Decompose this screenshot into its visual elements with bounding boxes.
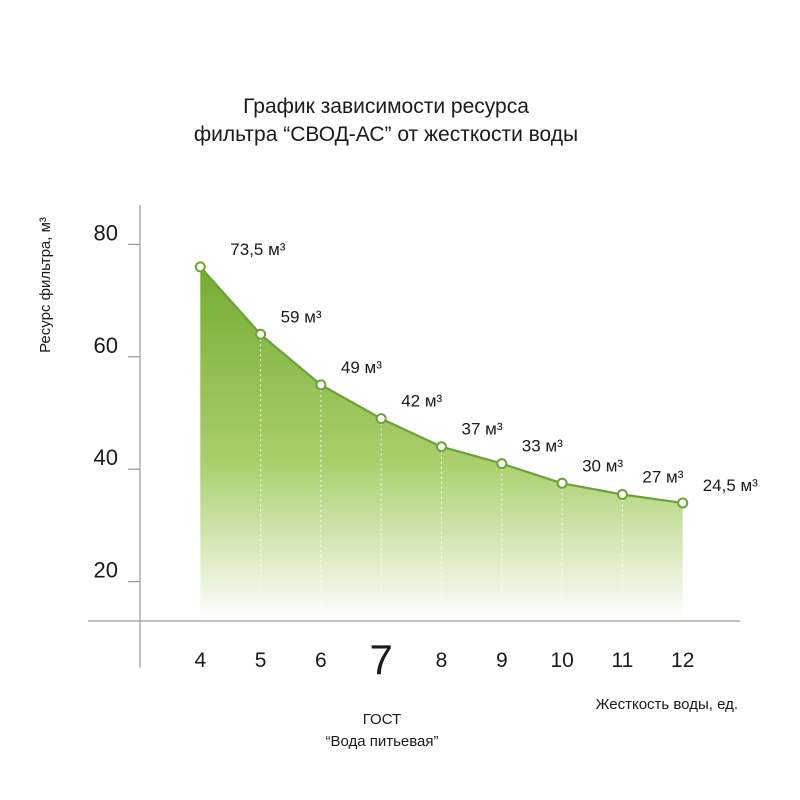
data-label: 73,5 м³ bbox=[230, 240, 285, 259]
x-tick-label: 12 bbox=[671, 649, 694, 672]
y-tick-label: 80 bbox=[94, 220, 118, 245]
chart-title-line-1: График зависимости ресурса bbox=[243, 95, 529, 118]
data-point bbox=[616, 489, 628, 501]
data-points bbox=[194, 261, 689, 509]
data-label: 59 м³ bbox=[281, 307, 322, 326]
x-tick-label: 5 bbox=[255, 649, 267, 672]
y-tick-label: 40 bbox=[94, 445, 118, 470]
data-label: 30 м³ bbox=[582, 456, 623, 475]
gost-note-line-2: “Вода питьевая” bbox=[325, 733, 438, 750]
x-tick-label: 10 bbox=[550, 649, 573, 672]
area-layer bbox=[200, 266, 683, 621]
y-ticks: 80 60 40 20 bbox=[94, 220, 140, 583]
y-tick-label: 20 bbox=[94, 558, 118, 583]
data-label: 27 м³ bbox=[642, 468, 683, 487]
area-fill bbox=[200, 266, 683, 621]
data-point bbox=[194, 261, 206, 273]
x-tick-label: 7 bbox=[370, 636, 393, 683]
data-point bbox=[556, 477, 568, 489]
x-tick-label: 8 bbox=[436, 649, 448, 672]
data-point bbox=[496, 458, 508, 470]
data-point bbox=[436, 441, 447, 453]
data-point bbox=[677, 497, 689, 509]
x-tick-label: 6 bbox=[315, 649, 327, 672]
y-tick-label: 60 bbox=[94, 333, 118, 358]
y-axis-label: Ресурс фильтра, м³ bbox=[37, 217, 54, 353]
x-axis-label: Жесткость воды, ед. bbox=[596, 696, 738, 713]
data-label: 42 м³ bbox=[401, 392, 442, 411]
data-point bbox=[315, 379, 327, 391]
drop-lines bbox=[260, 339, 623, 619]
x-tick-label: 9 bbox=[496, 649, 508, 672]
data-labels: 73,5 м³ 59 м³ 49 м³ 42 м³ 37 м³ 33 м³ 30 м³ 27 … bbox=[230, 240, 758, 495]
x-tick-label: 4 bbox=[194, 649, 206, 672]
data-point bbox=[255, 328, 267, 340]
data-label: 24,5 м³ bbox=[703, 476, 758, 495]
x-ticks: 4 5 6 7 8 9 10 11 12 bbox=[194, 636, 694, 683]
data-point bbox=[375, 413, 387, 425]
chart-title-line-2: фильтра “СВОД-АС” от жесткости воды bbox=[194, 123, 578, 146]
data-label: 49 м³ bbox=[341, 358, 382, 377]
data-label: 37 м³ bbox=[462, 420, 503, 439]
gost-note-line-1: ГОСТ bbox=[363, 711, 401, 728]
data-label: 33 м³ bbox=[522, 437, 563, 456]
x-tick-label: 11 bbox=[611, 649, 633, 672]
